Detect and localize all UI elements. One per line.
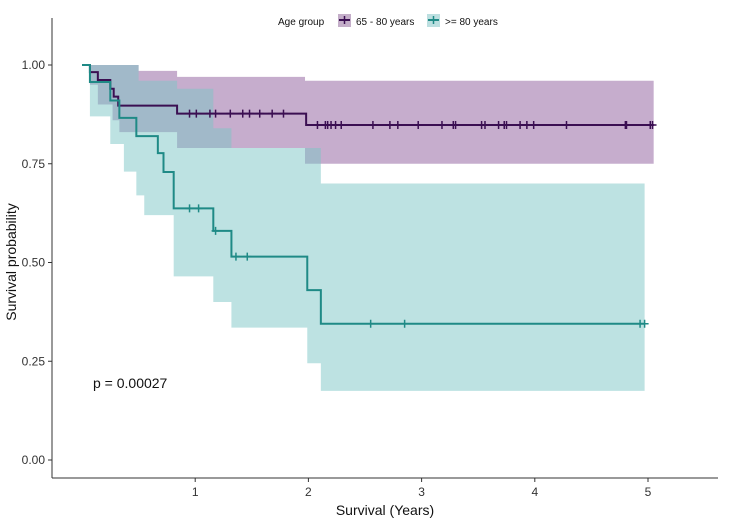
legend-key-65-80 <box>338 14 351 27</box>
censor-mark <box>522 121 531 130</box>
y-tick-label: 1.00 <box>22 58 46 72</box>
confidence-bands <box>82 65 654 391</box>
censor-mark <box>185 109 194 118</box>
censor-mark <box>366 319 375 328</box>
censor-mark <box>622 121 631 130</box>
censor-mark <box>268 109 277 118</box>
x-axis-label: Survival (Years) <box>336 502 434 518</box>
y-tick-label: 0.00 <box>22 453 46 467</box>
censor-mark <box>243 252 252 261</box>
legend-label-80-plus: >= 80 years <box>445 17 498 28</box>
censor-mark <box>451 121 460 130</box>
censor-mark <box>245 109 254 118</box>
censor-mark <box>192 109 201 118</box>
censor-mark <box>238 109 247 118</box>
x-ticks: 1 2 3 4 5 <box>192 478 652 499</box>
censor-mark <box>337 121 346 130</box>
censor-mark <box>211 109 220 118</box>
censor-mark <box>255 109 264 118</box>
x-tick-label: 4 <box>531 485 538 499</box>
censor-mark <box>562 121 571 130</box>
legend-title: Age group <box>278 17 325 28</box>
p-value-annotation: p = 0.00027 <box>93 375 168 391</box>
legend-key-80-plus <box>427 14 440 27</box>
censor-mark <box>279 109 288 118</box>
confidence-band-1 <box>82 65 645 391</box>
censor-mark <box>313 121 322 130</box>
censor-mark <box>516 121 525 130</box>
y-axis-label: Survival probability <box>3 203 19 321</box>
x-tick-label: 3 <box>418 485 425 499</box>
censor-mark <box>194 204 203 213</box>
censor-mark <box>437 121 446 130</box>
y-ticks: 0.00 0.25 0.50 0.75 1.00 <box>22 58 52 467</box>
censor-mark <box>393 121 402 130</box>
censor-mark <box>185 204 194 213</box>
censor-mark <box>529 121 538 130</box>
x-tick-label: 5 <box>645 485 652 499</box>
censor-marks <box>185 109 657 328</box>
censor-mark <box>480 121 489 130</box>
y-tick-label: 0.75 <box>22 157 46 171</box>
censor-mark <box>226 109 235 118</box>
censor-mark <box>502 121 511 130</box>
legend: Age group 65 - 80 years >= 80 years <box>278 14 498 28</box>
censor-mark <box>648 121 657 130</box>
survival-curve-1 <box>82 64 645 325</box>
censor-mark <box>640 319 649 328</box>
y-tick-label: 0.50 <box>22 256 46 270</box>
censor-mark <box>211 226 220 235</box>
legend-label-65-80: 65 - 80 years <box>356 17 414 28</box>
censor-mark <box>385 121 394 130</box>
censor-mark <box>414 121 423 130</box>
censor-mark <box>368 121 377 130</box>
censor-mark <box>400 319 409 328</box>
x-tick-label: 2 <box>305 485 312 499</box>
x-tick-label: 1 <box>192 485 199 499</box>
y-tick-label: 0.25 <box>22 354 46 368</box>
censor-mark <box>231 252 240 261</box>
